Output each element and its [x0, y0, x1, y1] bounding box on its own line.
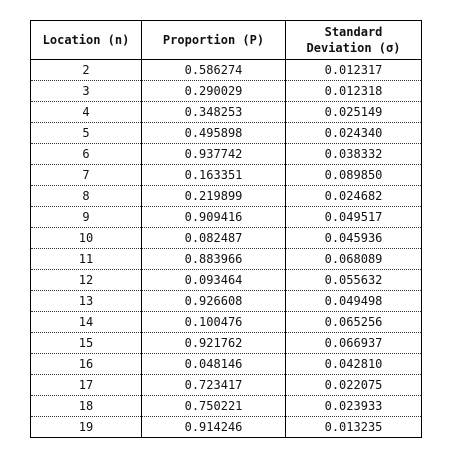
cell-std-dev: 0.024340: [285, 122, 422, 144]
table-row: 5 0.495898 0.024340: [30, 122, 422, 144]
cell-std-dev: 0.055632: [285, 269, 422, 291]
cell-proportion: 0.100476: [141, 311, 286, 333]
cell-location: 6: [30, 143, 142, 165]
cell-proportion: 0.921762: [141, 332, 286, 354]
cell-std-dev: 0.068089: [285, 248, 422, 270]
cell-std-dev: 0.025149: [285, 101, 422, 123]
table-row: 13 0.926608 0.049498: [30, 290, 422, 312]
cell-proportion: 0.926608: [141, 290, 286, 312]
cell-std-dev: 0.022075: [285, 374, 422, 396]
cell-location: 12: [30, 269, 142, 291]
table-row: 19 0.914246 0.013235: [30, 416, 422, 438]
cell-location: 5: [30, 122, 142, 144]
table-row: 3 0.290029 0.012318: [30, 80, 422, 102]
table-row: 7 0.163351 0.089850: [30, 164, 422, 186]
header-proportion-label: Proportion (P): [162, 33, 265, 47]
cell-proportion: 0.495898: [141, 122, 286, 144]
cell-proportion: 0.883966: [141, 248, 286, 270]
data-table: Location (n) Proportion (P) Standard Dev…: [30, 20, 422, 438]
cell-location: 8: [30, 185, 142, 207]
cell-std-dev: 0.065256: [285, 311, 422, 333]
cell-std-dev: 0.038332: [285, 143, 422, 165]
cell-proportion: 0.909416: [141, 206, 286, 228]
header-location-label: Location (n): [42, 33, 130, 47]
cell-proportion: 0.290029: [141, 80, 286, 102]
table-header: Location (n) Proportion (P) Standard Dev…: [30, 20, 422, 60]
table-row: 11 0.883966 0.068089: [30, 248, 422, 270]
table-row: 12 0.093464 0.055632: [30, 269, 422, 291]
cell-location: 15: [30, 332, 142, 354]
table-row: 2 0.586274 0.012317: [30, 59, 422, 81]
cell-location: 17: [30, 374, 142, 396]
cell-proportion: 0.586274: [141, 59, 286, 81]
header-location: Location (n): [30, 20, 142, 60]
table-row: 9 0.909416 0.049517: [30, 206, 422, 228]
cell-location: 11: [30, 248, 142, 270]
cell-proportion: 0.914246: [141, 416, 286, 438]
header-std-line1: Standard: [324, 25, 383, 39]
cell-location: 19: [30, 416, 142, 438]
cell-location: 3: [30, 80, 142, 102]
table-row: 8 0.219899 0.024682: [30, 185, 422, 207]
table-row: 14 0.100476 0.065256: [30, 311, 422, 333]
header-row: Location (n) Proportion (P) Standard Dev…: [30, 20, 422, 60]
cell-std-dev: 0.049517: [285, 206, 422, 228]
cell-std-dev: 0.024682: [285, 185, 422, 207]
cell-location: 14: [30, 311, 142, 333]
cell-std-dev: 0.045936: [285, 227, 422, 249]
cell-std-dev: 0.049498: [285, 290, 422, 312]
cell-proportion: 0.348253: [141, 101, 286, 123]
table-row: 18 0.750221 0.023933: [30, 395, 422, 417]
cell-location: 2: [30, 59, 142, 81]
cell-proportion: 0.937742: [141, 143, 286, 165]
cell-std-dev: 0.012318: [285, 80, 422, 102]
table-row: 17 0.723417 0.022075: [30, 374, 422, 396]
cell-proportion: 0.048146: [141, 353, 286, 375]
cell-location: 18: [30, 395, 142, 417]
cell-std-dev: 0.012317: [285, 59, 422, 81]
cell-location: 10: [30, 227, 142, 249]
cell-location: 4: [30, 101, 142, 123]
cell-proportion: 0.219899: [141, 185, 286, 207]
cell-location: 16: [30, 353, 142, 375]
cell-proportion: 0.723417: [141, 374, 286, 396]
cell-location: 9: [30, 206, 142, 228]
cell-proportion: 0.163351: [141, 164, 286, 186]
cell-std-dev: 0.042810: [285, 353, 422, 375]
cell-location: 7: [30, 164, 142, 186]
cell-proportion: 0.082487: [141, 227, 286, 249]
table-row: 4 0.348253 0.025149: [30, 101, 422, 123]
header-std-line2: Deviation (σ): [306, 41, 401, 55]
cell-proportion: 0.093464: [141, 269, 286, 291]
header-standard-deviation: Standard Deviation (σ): [285, 20, 422, 60]
cell-location: 13: [30, 290, 142, 312]
table-row: 15 0.921762 0.066937: [30, 332, 422, 354]
table-body: 2 0.586274 0.012317 3 0.290029 0.012318 4 0.348…: [30, 59, 422, 438]
table-row: 10 0.082487 0.045936: [30, 227, 422, 249]
cell-proportion: 0.750221: [141, 395, 286, 417]
cell-std-dev: 0.089850: [285, 164, 422, 186]
header-proportion: Proportion (P): [141, 20, 286, 60]
cell-std-dev: 0.013235: [285, 416, 422, 438]
table-row: 16 0.048146 0.042810: [30, 353, 422, 375]
cell-std-dev: 0.066937: [285, 332, 422, 354]
cell-std-dev: 0.023933: [285, 395, 422, 417]
table-row: 6 0.937742 0.038332: [30, 143, 422, 165]
